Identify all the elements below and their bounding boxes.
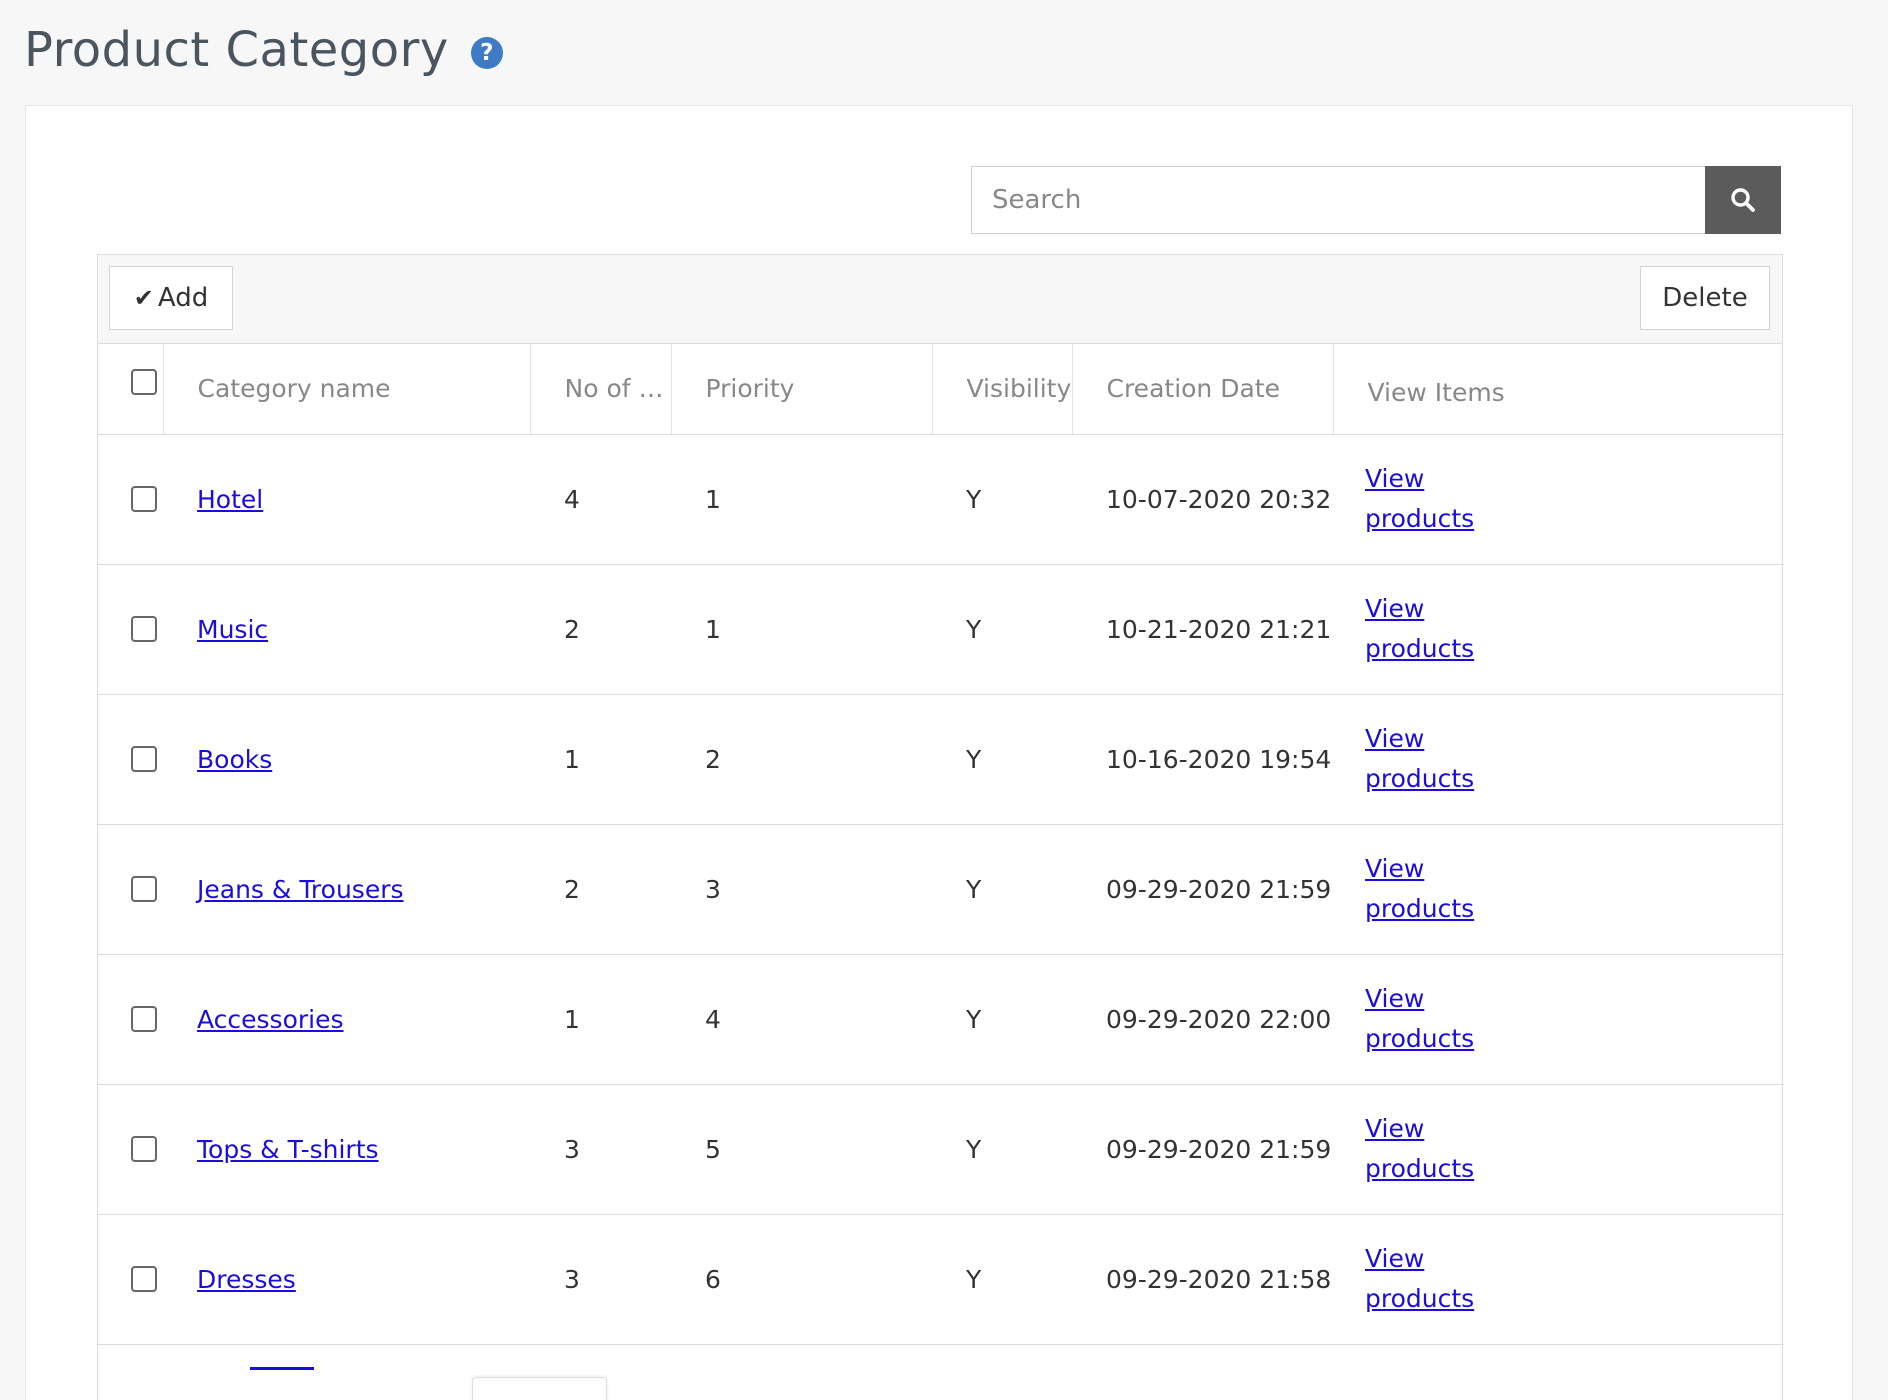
view-products-link-line1: View	[1365, 724, 1425, 753]
priority-value: 1	[705, 614, 721, 644]
category-link[interactable]: Tops & T-shirts	[197, 1134, 379, 1164]
visibility-value: Y	[966, 614, 982, 644]
grid-toolbar: ✔ Add Delete	[98, 255, 1782, 344]
category-link[interactable]: Music	[197, 614, 269, 644]
product-count: 3	[564, 1264, 580, 1294]
view-products-link[interactable]: View products	[1365, 594, 1474, 663]
creation-date: 10-16-2020 19:54	[1106, 744, 1332, 774]
table-row: Tops & T-shirts 3 5 Y 09-29-2020 21:59 V…	[98, 1084, 1784, 1214]
table-row: Jeans & Trousers 2 3 Y 09-29-2020 21:59 …	[98, 824, 1784, 954]
search-input[interactable]	[971, 166, 1705, 234]
category-table: Category name No of p... Priority Visibi…	[98, 344, 1784, 1345]
category-link[interactable]: Jeans & Trousers	[197, 874, 404, 904]
view-products-link[interactable]: View products	[1365, 464, 1474, 533]
visibility-value: Y	[966, 874, 982, 904]
checkmark-icon: ✔	[133, 284, 154, 312]
creation-date: 10-21-2020 21:21	[1106, 614, 1332, 644]
view-products-link[interactable]: View products	[1365, 854, 1474, 923]
row-checkbox[interactable]	[131, 746, 157, 772]
category-link[interactable]: Books	[197, 744, 273, 774]
priority-value: 1	[705, 484, 721, 514]
pagination-area	[98, 1345, 1782, 1400]
search-bar	[971, 166, 1781, 234]
visibility-value: Y	[966, 1264, 982, 1294]
visibility-value: Y	[966, 744, 982, 774]
view-products-link[interactable]: View products	[1365, 1114, 1474, 1183]
priority-value: 4	[705, 1004, 721, 1034]
product-count: 4	[564, 484, 580, 514]
table-header-row: Category name No of p... Priority Visibi…	[98, 344, 1784, 434]
view-products-link-line2: products	[1365, 764, 1475, 793]
search-icon	[1731, 188, 1755, 212]
select-all-checkbox[interactable]	[131, 368, 157, 395]
row-checkbox[interactable]	[131, 486, 157, 512]
table-row: Music 2 1 Y 10-21-2020 21:21 View product…	[98, 564, 1784, 694]
priority-value: 5	[705, 1134, 721, 1164]
view-products-link-line1: View	[1365, 1244, 1425, 1273]
row-checkbox[interactable]	[131, 1266, 157, 1292]
category-link[interactable]: Hotel	[197, 484, 264, 514]
priority-value: 6	[705, 1264, 721, 1294]
product-count: 2	[564, 614, 580, 644]
creation-date: 09-29-2020 21:59	[1106, 1134, 1332, 1164]
column-header-view-items: View Items	[1332, 344, 1784, 434]
view-products-link[interactable]: View products	[1365, 1244, 1474, 1313]
product-count: 2	[564, 874, 580, 904]
table-row: Dresses 3 6 Y 09-29-2020 21:58 View produ…	[98, 1214, 1784, 1344]
content-panel: ✔ Add Delete C	[25, 105, 1853, 1400]
creation-date: 10-07-2020 20:32	[1106, 484, 1332, 514]
view-products-link-line1: View	[1365, 984, 1425, 1013]
category-link[interactable]: Dresses	[197, 1264, 296, 1294]
page-header: Product Category ?	[24, 22, 503, 78]
delete-button-label: Delete	[1662, 283, 1748, 313]
table-row: Hotel 4 1 Y 10-07-2020 20:32 View product…	[98, 434, 1784, 564]
category-link[interactable]: Accessories	[197, 1004, 344, 1034]
column-header-visibility[interactable]: Visibility	[931, 344, 1072, 434]
select-all-cell	[98, 344, 163, 434]
column-header-creation-date[interactable]: Creation Date	[1071, 344, 1333, 434]
table-row: Books 1 2 Y 10-16-2020 19:54 View product…	[98, 694, 1784, 824]
view-products-link[interactable]: View products	[1365, 984, 1474, 1053]
priority-value: 2	[705, 744, 721, 774]
column-header-priority[interactable]: Priority	[670, 344, 932, 434]
view-products-link-line1: View	[1365, 594, 1425, 623]
add-button[interactable]: ✔ Add	[109, 266, 233, 330]
view-products-link-line2: products	[1365, 894, 1475, 923]
view-products-link-line1: View	[1365, 464, 1425, 493]
delete-button[interactable]: Delete	[1640, 266, 1770, 330]
table-row: Accessories 1 4 Y 09-29-2020 22:00 View p…	[98, 954, 1784, 1084]
product-count: 3	[564, 1134, 580, 1164]
product-count: 1	[564, 1004, 580, 1034]
row-checkbox[interactable]	[131, 616, 157, 642]
help-icon[interactable]: ?	[470, 37, 503, 69]
view-products-link-line1: View	[1365, 1114, 1425, 1143]
creation-date: 09-29-2020 21:58	[1106, 1264, 1332, 1294]
creation-date: 09-29-2020 22:00	[1106, 1004, 1332, 1034]
view-products-link[interactable]: View products	[1365, 724, 1474, 793]
add-button-label: Add	[157, 283, 209, 313]
column-header-product-count[interactable]: No of p...	[529, 344, 671, 434]
view-products-link-line2: products	[1365, 1284, 1475, 1313]
category-grid: ✔ Add Delete C	[97, 254, 1784, 1400]
view-products-link-line2: products	[1365, 634, 1475, 663]
visibility-value: Y	[966, 1134, 982, 1164]
creation-date: 09-29-2020 21:59	[1106, 874, 1332, 904]
page-title: Product Category	[24, 22, 449, 78]
view-products-link-line1: View	[1365, 854, 1425, 883]
column-header-category-name[interactable]: Category name	[162, 344, 530, 434]
priority-value: 3	[705, 874, 721, 904]
visibility-value: Y	[966, 484, 982, 514]
product-count: 1	[564, 744, 580, 774]
view-products-link-line2: products	[1365, 1024, 1475, 1053]
row-checkbox[interactable]	[131, 1136, 157, 1162]
visibility-value: Y	[966, 1004, 982, 1034]
row-checkbox[interactable]	[131, 876, 157, 902]
row-checkbox[interactable]	[131, 1006, 157, 1032]
view-products-link-line2: products	[1365, 504, 1475, 533]
page-size-dropdown[interactable]	[472, 1376, 607, 1400]
pagination-link-underline[interactable]	[250, 1366, 314, 1370]
view-products-link-line2: products	[1365, 1154, 1475, 1183]
search-button[interactable]	[1705, 166, 1781, 234]
